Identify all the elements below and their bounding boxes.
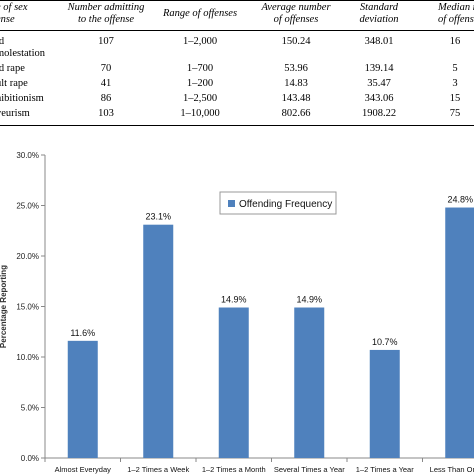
row-child-molestation-average: 150.24 — [281, 36, 311, 47]
row-voyeurism-average: 802.66 — [281, 108, 311, 119]
data-label-1: 11.6% — [70, 328, 95, 338]
table-top-rule — [0, 0, 474, 1]
y-axis-ticks: 0.0% 5.0% 10.0% 15.0% 20.0% 25.0% 30.0% — [16, 151, 45, 463]
y-tick-label: 5.0% — [21, 404, 39, 413]
row-child-molestation-admitting: 107 — [98, 36, 114, 47]
category-label-6: Less Than Once a — [430, 465, 474, 474]
y-tick-label: 10.0% — [16, 353, 39, 362]
bar-6 — [445, 207, 474, 458]
y-tick-label: 0.0% — [21, 454, 39, 463]
row-adult-rape-sd: 35.47 — [367, 78, 391, 89]
row-child-molestation-range: 1–2,000 — [182, 36, 218, 47]
header-median-number: Median nuof offense — [438, 2, 474, 25]
data-label-4: 14.9% — [296, 295, 322, 305]
row-child-rape-label: ld rape — [0, 63, 25, 74]
category-label-5: 1–2 Times a Year — [356, 465, 414, 474]
bar-5 — [369, 349, 400, 458]
row-exhibitionism-sd: 343.06 — [364, 93, 394, 104]
row-adult-rape-label: ult rape — [0, 78, 28, 89]
row-child-rape-median: 5 — [452, 63, 458, 74]
legend-swatch — [228, 200, 235, 207]
y-tick-label: 20.0% — [16, 252, 39, 261]
header-number-admitting: Number admitting to the offense — [67, 2, 145, 25]
row-exhibitionism-label: hibitionism — [0, 93, 44, 104]
y-axis-title: Percentage Reporting — [0, 265, 8, 348]
data-labels: 11.6% 23.1% 14.9% 14.9% 10.7% 24.8% — [70, 195, 473, 347]
data-label-2: 23.1% — [145, 212, 171, 222]
offending-frequency-chart: Percentage Reporting 0.0% 5.0% 10.0% 15.0% 2… — [0, 151, 474, 474]
row-child-molestation-sd: 348.01 — [364, 36, 394, 47]
bar-1 — [67, 340, 98, 458]
row-child-rape-admitting: 70 — [100, 63, 112, 74]
row-voyeurism-median: 75 — [449, 108, 461, 119]
header-range-of-offenses: Range of offenses — [162, 8, 238, 19]
category-label-4: Several Times a Year — [274, 465, 345, 474]
bar-series — [67, 207, 474, 458]
row-child-rape-range: 1–700 — [186, 63, 214, 74]
data-label-6: 24.8% — [447, 195, 473, 205]
data-label-3: 14.9% — [221, 295, 247, 305]
row-child-rape-average: 53.96 — [284, 63, 308, 74]
row-adult-rape-median: 3 — [452, 78, 458, 89]
legend-label: Offending Frequency — [239, 199, 332, 210]
bar-3 — [218, 307, 249, 458]
row-child-molestation-label: ldmolestation — [0, 36, 45, 59]
row-adult-rape-average: 14.83 — [284, 78, 308, 89]
row-exhibitionism-admitting: 86 — [100, 93, 112, 104]
header-type-of-sex-offense: e of sexense — [0, 2, 28, 25]
header-average-number: Average number of offenses — [261, 2, 331, 25]
chart-legend: Offending Frequency — [219, 191, 337, 215]
category-label-2: 1–2 Times a Week — [127, 465, 189, 474]
row-exhibitionism-median: 15 — [449, 93, 461, 104]
row-voyeurism-label: yeurism — [0, 108, 30, 119]
row-child-rape-sd: 139.14 — [364, 63, 394, 74]
x-axis-categories: Almost Everyday 1–2 Times a Week 1–2 Times… — [44, 458, 474, 474]
y-tick-label: 25.0% — [16, 202, 39, 211]
row-voyeurism-range: 1–10,000 — [180, 108, 220, 119]
row-adult-rape-admitting: 41 — [100, 78, 112, 89]
y-tick-label: 15.0% — [16, 303, 39, 312]
header-standard-deviation: Standard deviation — [359, 2, 399, 25]
category-label-3: 1–2 Times a Month — [202, 465, 266, 474]
y-tick-label: 30.0% — [16, 151, 39, 160]
legend-box — [219, 191, 337, 215]
row-voyeurism-sd: 1908.22 — [361, 108, 397, 119]
y-axis-title-text: Percentage Reporting — [0, 265, 8, 348]
row-exhibitionism-range: 1–2,500 — [182, 93, 218, 104]
data-label-5: 10.7% — [372, 337, 398, 347]
bar-2 — [143, 224, 174, 458]
table-header-rule — [0, 30, 474, 31]
table-bottom-rule — [0, 125, 474, 126]
row-adult-rape-range: 1–200 — [186, 78, 214, 89]
row-voyeurism-admitting: 103 — [98, 108, 114, 119]
row-child-molestation-median: 16 — [449, 36, 461, 47]
category-label-1: Almost Everyday — [55, 465, 112, 474]
bar-4 — [294, 307, 325, 458]
row-exhibitionism-average: 143.48 — [281, 93, 311, 104]
